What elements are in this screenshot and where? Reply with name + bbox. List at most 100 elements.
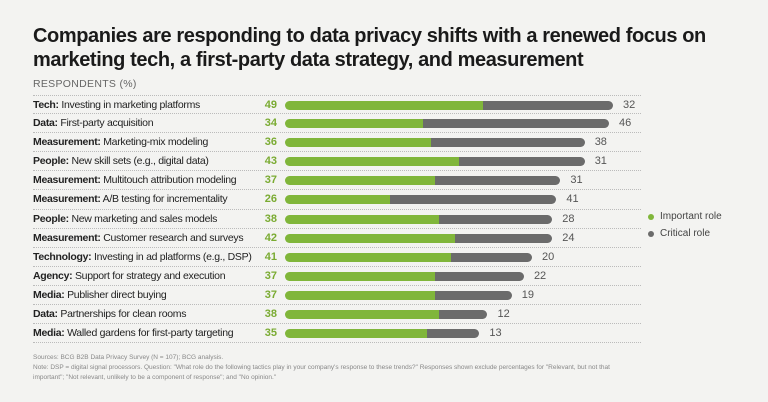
table-row: Data: Partnerships for clean rooms 38 12 [33, 305, 641, 325]
critical-value-label: 32 [623, 99, 636, 111]
important-value-label: 34 [264, 117, 277, 130]
important-value-label: 42 [264, 231, 277, 244]
category-text: Partnerships for clean rooms [57, 308, 187, 321]
critical-value-label: 41 [566, 193, 579, 206]
category-prefix: Media: [33, 288, 65, 301]
table-row: Measurement: Customer research and surve… [33, 229, 641, 248]
important-bar [285, 195, 391, 205]
critical-bar [426, 329, 480, 339]
critical-value-label: 31 [594, 155, 607, 168]
category-label: Agency: Support for strategy and executi… [33, 269, 226, 282]
important-bar [285, 290, 435, 300]
important-bar [285, 138, 431, 148]
important-bar [285, 176, 435, 186]
category-label: Technology: Investing in ad platforms (e… [33, 251, 252, 263]
important-bar [285, 329, 427, 339]
category-text: Walled gardens for first-party targeting [64, 327, 234, 340]
axis-label: RESPONDENTS (%) [33, 78, 137, 90]
critical-bar [422, 119, 609, 129]
category-text: New skill sets (e.g., digital data) [68, 155, 209, 168]
important-value-label: 49 [264, 99, 277, 111]
important-bar [285, 157, 460, 167]
critical-value-label: 20 [542, 250, 555, 263]
important-value-label: 36 [264, 136, 277, 149]
category-text: Customer research and surveys [100, 231, 244, 244]
category-prefix: Measurement: [33, 174, 101, 187]
critical-bar [483, 101, 614, 110]
legend: Important role Critical role [648, 208, 722, 242]
category-label: Measurement: Multitouch attribution mode… [33, 174, 237, 187]
table-row: Tech: Investing in marketing platforms 49… [33, 95, 641, 115]
critical-value-label: 22 [533, 269, 547, 282]
category-prefix: Tech: [33, 99, 59, 111]
category-prefix: Measurement: [33, 136, 101, 149]
table-row: Measurement: A/B testing for incremental… [33, 190, 641, 210]
footnotes: Sources: BCG B2B Data Privacy Survey (N … [33, 353, 633, 383]
important-bar [285, 310, 439, 320]
table-row: Technology: Investing in ad platforms (e… [33, 248, 641, 267]
table-row: Agency: Support for strategy and executi… [33, 267, 641, 286]
category-prefix: Measurement: [33, 231, 101, 244]
critical-value-label: 31 [570, 174, 583, 187]
critical-value-label: 13 [489, 327, 502, 340]
category-label: Tech: Investing in marketing platforms [33, 99, 200, 111]
legend-swatch [648, 213, 654, 220]
category-label: Measurement: Customer research and surve… [33, 231, 244, 244]
critical-bar [455, 233, 553, 243]
category-label: Data: Partnerships for clean rooms [33, 308, 187, 321]
category-text: New marketing and sales models [68, 212, 218, 225]
table-row: Media: Publisher direct buying 37 19 [33, 286, 641, 306]
category-text: Multitouch attribution modeling [100, 174, 237, 187]
important-value-label: 43 [264, 155, 277, 168]
category-prefix: Agency: [33, 269, 73, 282]
important-value-label: 37 [264, 174, 277, 187]
category-prefix: Data: [33, 117, 58, 130]
category-label: Measurement: A/B testing for incremental… [33, 193, 228, 206]
table-row: People: New skill sets (e.g., digital da… [33, 152, 641, 172]
important-value-label: 26 [264, 193, 277, 206]
critical-value-label: 12 [497, 308, 510, 321]
category-text: Investing in marketing platforms [58, 99, 200, 111]
important-bar [285, 119, 423, 129]
important-bar [285, 214, 439, 224]
important-value-label: 38 [264, 212, 277, 225]
category-label: Media: Walled gardens for first-party ta… [33, 327, 234, 340]
important-bar [285, 233, 456, 243]
table-row: Measurement: Marketing-mix modeling 36 38 [33, 133, 641, 153]
category-label: Measurement: Marketing-mix modeling [33, 136, 208, 148]
category-text: Support for strategy and execution [72, 269, 226, 282]
category-prefix: Measurement: [33, 193, 101, 206]
category-prefix: People: [33, 212, 69, 225]
category-text: A/B testing for incrementality [100, 193, 228, 206]
bar-rows: Tech: Investing in marketing platforms 49… [33, 95, 641, 344]
critical-value-label: 19 [521, 288, 535, 301]
category-prefix: Technology: [33, 250, 92, 263]
category-label: Data: First-party acquisition [33, 117, 154, 130]
category-text: Investing in ad platforms (e.g., DSP) [91, 250, 252, 263]
important-value-label: 41 [264, 250, 277, 263]
category-prefix: Data: [33, 308, 58, 321]
critical-bar [434, 271, 524, 281]
category-label: People: New skill sets (e.g., digital da… [33, 155, 209, 167]
critical-bar [430, 138, 585, 148]
critical-value-label: 28 [562, 212, 575, 225]
critical-value-label: 46 [619, 117, 632, 130]
important-value-label: 37 [264, 288, 277, 301]
table-row: Data: First-party acquisition 34 46 [33, 114, 641, 134]
important-bar [285, 101, 484, 110]
critical-bar [434, 176, 561, 186]
critical-bar [459, 157, 585, 167]
critical-value-label: 24 [562, 231, 575, 244]
legend-label: Important role [660, 211, 722, 222]
critical-bar [438, 310, 488, 320]
important-value-label: 38 [264, 308, 277, 321]
question-note: Note: DSP = digital signal processors. Q… [33, 364, 610, 382]
category-prefix: People: [33, 155, 69, 168]
critical-bar [451, 252, 533, 262]
legend-label: Critical role [660, 228, 711, 239]
critical-bar [434, 290, 512, 300]
category-text: First-party acquisition [57, 117, 154, 130]
legend-item: Important role [648, 208, 722, 225]
chart-title: Companies are responding to data privacy… [33, 25, 706, 71]
important-value-label: 35 [264, 327, 277, 340]
